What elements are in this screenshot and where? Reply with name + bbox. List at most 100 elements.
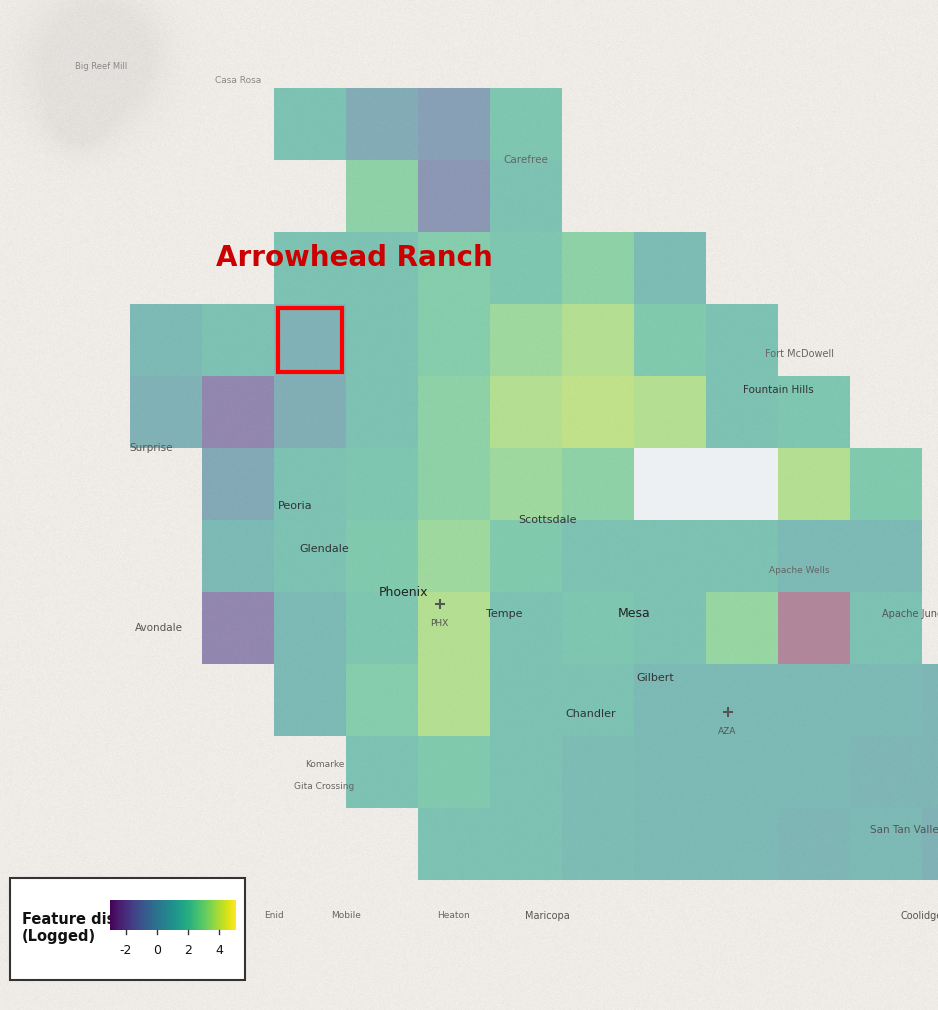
Bar: [218, 900, 219, 930]
Bar: [116, 900, 117, 930]
Bar: [10, 878, 245, 980]
Bar: [123, 900, 124, 930]
Bar: [202, 900, 203, 930]
Text: San Tan Valley: San Tan Valley: [870, 824, 938, 834]
Bar: [233, 900, 234, 930]
Bar: [634, 376, 706, 448]
Bar: [156, 900, 157, 930]
Bar: [194, 900, 195, 930]
Bar: [346, 88, 418, 160]
Text: Apache Wells: Apache Wells: [769, 566, 830, 575]
Bar: [191, 900, 192, 930]
Bar: [126, 900, 127, 930]
Bar: [119, 900, 120, 930]
Bar: [138, 900, 139, 930]
Text: Arrowhead Ranch: Arrowhead Ranch: [217, 243, 493, 272]
Bar: [274, 664, 346, 736]
Text: Fort McDowell: Fort McDowell: [765, 349, 834, 360]
Text: 0: 0: [153, 944, 161, 957]
Bar: [195, 900, 196, 930]
Text: Feature distance
(Logged): Feature distance (Logged): [22, 912, 161, 944]
Bar: [198, 900, 199, 930]
Bar: [850, 808, 922, 880]
Bar: [179, 900, 180, 930]
Bar: [130, 304, 202, 376]
Text: Glendale: Glendale: [299, 543, 349, 553]
Bar: [217, 900, 218, 930]
Bar: [228, 900, 229, 930]
Bar: [418, 808, 490, 880]
Text: AZA: AZA: [719, 726, 736, 735]
Bar: [159, 900, 160, 930]
Bar: [170, 900, 171, 930]
Text: 4: 4: [216, 944, 223, 957]
Bar: [706, 376, 778, 448]
Bar: [158, 900, 159, 930]
Bar: [162, 900, 163, 930]
Bar: [562, 304, 634, 376]
Bar: [490, 376, 562, 448]
Bar: [114, 900, 115, 930]
Text: Avondale: Avondale: [135, 623, 183, 633]
Bar: [226, 900, 227, 930]
Bar: [490, 664, 562, 736]
Bar: [706, 520, 778, 592]
Bar: [129, 900, 130, 930]
Bar: [128, 900, 129, 930]
Text: Mesa: Mesa: [617, 607, 650, 620]
Bar: [180, 900, 181, 930]
Bar: [418, 592, 490, 664]
Bar: [115, 900, 116, 930]
Bar: [181, 900, 182, 930]
Bar: [121, 900, 122, 930]
Bar: [160, 900, 161, 930]
Bar: [192, 900, 193, 930]
Bar: [562, 232, 634, 304]
Text: Coolidge: Coolidge: [900, 911, 938, 921]
Bar: [225, 900, 226, 930]
Bar: [160, 900, 161, 930]
Bar: [166, 900, 167, 930]
Bar: [112, 900, 113, 930]
Bar: [212, 900, 213, 930]
Bar: [137, 900, 138, 930]
Bar: [562, 808, 634, 880]
Bar: [165, 900, 166, 930]
Bar: [135, 900, 136, 930]
Bar: [171, 900, 172, 930]
Bar: [182, 900, 183, 930]
Bar: [274, 376, 346, 448]
Bar: [180, 900, 181, 930]
Bar: [123, 900, 124, 930]
Bar: [111, 900, 112, 930]
Bar: [166, 900, 167, 930]
Bar: [113, 900, 114, 930]
Bar: [168, 900, 169, 930]
Bar: [173, 900, 174, 930]
Bar: [161, 900, 163, 930]
Bar: [274, 304, 346, 376]
Bar: [634, 592, 706, 664]
Bar: [127, 900, 128, 930]
Bar: [144, 900, 145, 930]
Bar: [172, 900, 173, 930]
Bar: [132, 900, 133, 930]
Bar: [186, 900, 187, 930]
Bar: [164, 900, 165, 930]
Bar: [121, 900, 122, 930]
Bar: [148, 900, 149, 930]
Bar: [158, 900, 159, 930]
Bar: [177, 900, 178, 930]
Bar: [233, 900, 234, 930]
Bar: [179, 900, 180, 930]
Bar: [218, 900, 219, 930]
Bar: [119, 900, 120, 930]
Bar: [195, 900, 196, 930]
Bar: [206, 900, 207, 930]
Bar: [346, 448, 418, 520]
Bar: [146, 900, 147, 930]
Bar: [225, 900, 226, 930]
Bar: [922, 664, 938, 736]
Bar: [634, 664, 706, 736]
Bar: [208, 900, 209, 930]
